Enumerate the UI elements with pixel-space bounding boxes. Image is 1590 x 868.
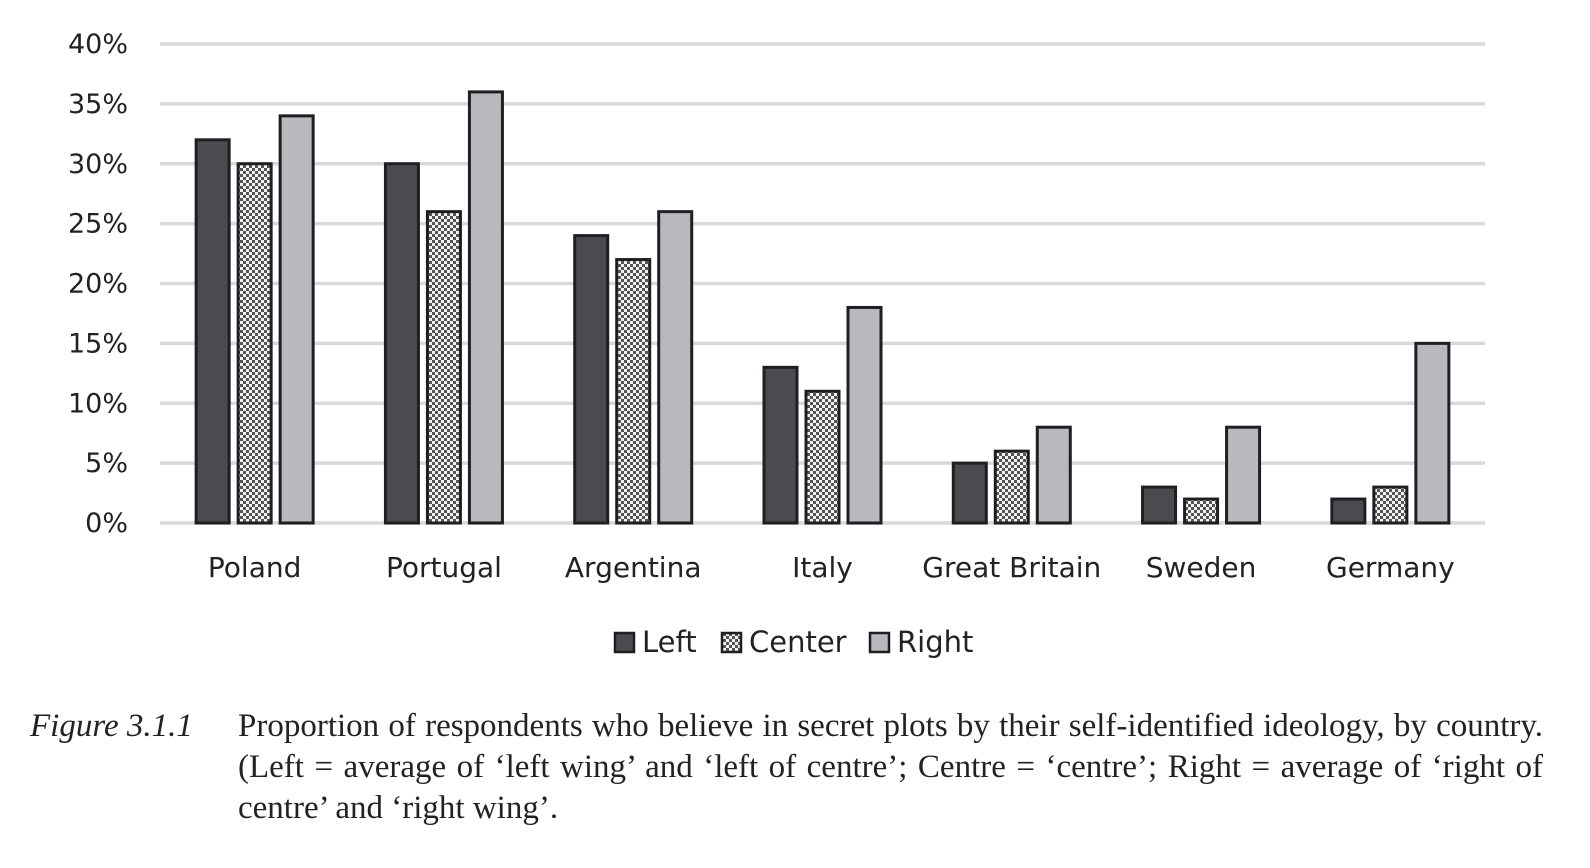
- bar-left-portugal: [383, 162, 420, 525]
- x-tick-label: Sweden: [1146, 551, 1257, 584]
- y-tick-label: 35%: [68, 89, 128, 120]
- y-tick-label: 30%: [68, 149, 128, 180]
- legend-label-right: Right: [897, 625, 973, 659]
- caption-label: Figure 3.1.1: [30, 708, 193, 744]
- bar-left-great-britain: [951, 461, 988, 525]
- legend-swatch-center: [720, 631, 743, 654]
- bar-center-portugal: [425, 210, 462, 525]
- x-tick-label: Great Britain: [922, 551, 1101, 584]
- y-tick-label: 15%: [68, 328, 128, 359]
- x-tick-label: Germany: [1326, 551, 1455, 584]
- bar-left-argentina: [573, 234, 610, 525]
- x-axis: Poland Portugal Argentina Italy Great Britai…: [208, 551, 1455, 584]
- y-tick-label: 40%: [68, 29, 128, 60]
- x-tick-label: Poland: [208, 551, 301, 584]
- bar-left-sweden: [1141, 485, 1178, 525]
- bar-center-argentina: [615, 258, 652, 525]
- gridlines: [160, 42, 1485, 525]
- legend-swatch-left: [613, 631, 636, 654]
- bar-right-sweden: [1225, 425, 1262, 525]
- legend-label-center: Center: [749, 625, 847, 659]
- bars: [194, 90, 1451, 525]
- bar-center-poland: [236, 162, 273, 525]
- y-tick-label: 5%: [85, 448, 128, 479]
- bar-left-italy: [762, 365, 799, 525]
- y-axis: 0% 5% 10% 15% 20% 25% 30% 35% 40%: [68, 29, 128, 539]
- y-tick-label: 25%: [68, 209, 128, 240]
- bar-right-poland: [278, 114, 315, 525]
- legend-swatch-right: [868, 631, 891, 654]
- x-tick-label: Argentina: [565, 551, 702, 584]
- bar-center-sweden: [1183, 497, 1220, 525]
- y-tick-label: 20%: [68, 269, 128, 300]
- y-tick-label: 0%: [85, 508, 128, 539]
- bar-right-germany: [1414, 341, 1451, 525]
- bar-left-poland: [194, 138, 231, 525]
- bar-right-portugal: [467, 90, 504, 525]
- x-tick-label: Italy: [792, 551, 853, 584]
- legend: Left Center Right: [613, 625, 973, 659]
- y-tick-label: 10%: [68, 388, 128, 419]
- bar-right-great-britain: [1035, 425, 1072, 525]
- caption-text: Proportion of respondents who believe in…: [238, 708, 1543, 826]
- bar-left-germany: [1330, 497, 1367, 525]
- bar-center-germany: [1372, 485, 1409, 525]
- bar-right-italy: [846, 305, 883, 525]
- bar-chart: 0% 5% 10% 15% 20% 25% 30% 35% 40% Poland Portugal…: [68, 29, 1485, 659]
- bar-center-italy: [804, 389, 841, 525]
- bar-center-great-britain: [993, 449, 1030, 525]
- x-tick-label: Portugal: [386, 551, 502, 584]
- legend-label-left: Left: [642, 625, 697, 659]
- bar-right-argentina: [657, 210, 694, 525]
